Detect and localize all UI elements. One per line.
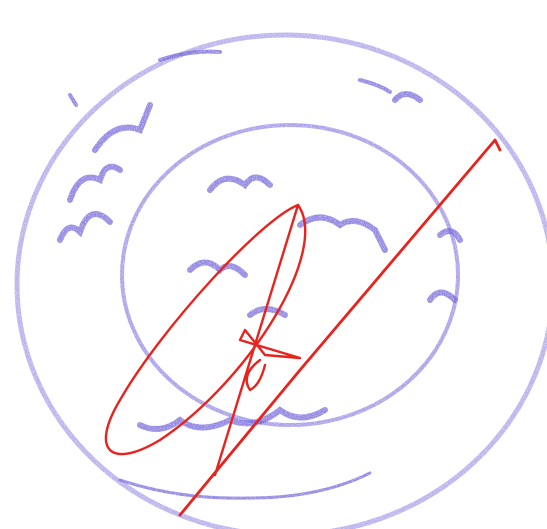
stamp-outer-ring [14,32,547,529]
stamp-inner-ring [120,123,460,427]
signature-stroke [178,138,502,517]
stamp-script [57,49,463,500]
signature [104,138,502,517]
stamp [14,32,547,529]
signature-curl [245,358,267,392]
signature-loop [104,203,307,456]
signature-mark [213,203,302,477]
